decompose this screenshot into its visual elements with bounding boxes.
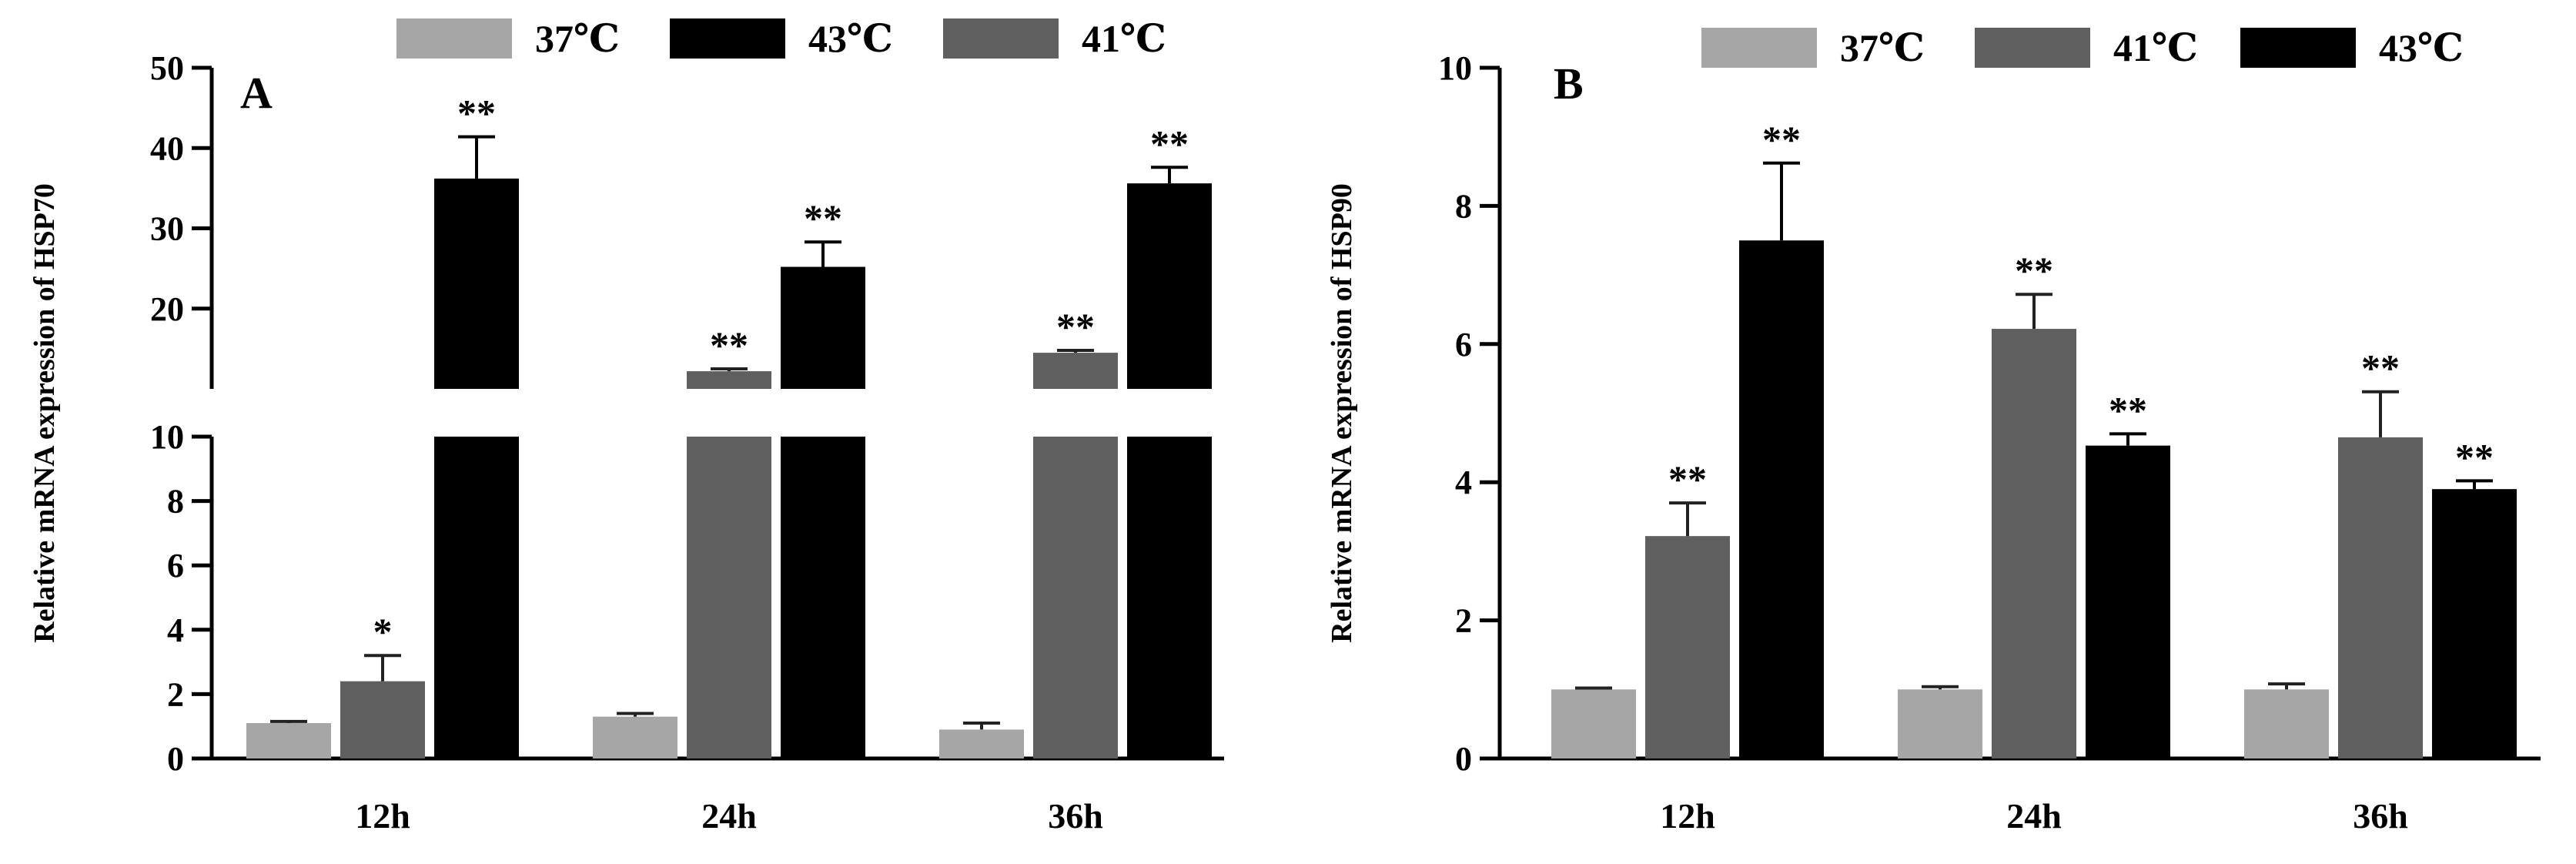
legend-swatch-41c [1975, 28, 2090, 68]
bar-41c-24h-upper [687, 371, 771, 389]
y-tick-label: 6 [1455, 326, 1472, 363]
bar-37c-36h [939, 729, 1024, 759]
legend-label-41c: 41℃ [2113, 26, 2198, 69]
y-tick-label: 10 [1438, 49, 1472, 87]
bar-37c-24h [593, 716, 677, 759]
significance-label-43c-12h: ** [1762, 118, 1801, 161]
y-tick-label: 30 [150, 210, 184, 248]
significance-label-43c-12h: ** [457, 92, 496, 135]
significance-label-41c-12h: * [373, 610, 393, 653]
legend-swatch-41c [943, 18, 1059, 59]
x-tick-label: 36h [2353, 796, 2408, 836]
bar-41c-36h-upper [1033, 353, 1118, 389]
bar-41c-36h-lower [1033, 437, 1118, 759]
y-axis-title: Relative mRNA expression of HSP70 [28, 183, 61, 643]
legend-label-41c: 41℃ [1082, 17, 1166, 60]
legend-label-43c: 43℃ [2379, 26, 2464, 69]
significance-label-41c-12h: ** [1668, 457, 1707, 501]
bar-43c-24h [2086, 445, 2170, 759]
significance-label-41c-36h: ** [2361, 347, 2400, 390]
significance-label-41c-24h: ** [2015, 249, 2053, 292]
bar-43c-12h-upper [434, 178, 519, 390]
y-tick-label: 40 [150, 129, 184, 167]
bar-43c-12h-lower [434, 437, 519, 759]
panel-b-hsp90-chart: 0 2 4 6 8 10 Relative mRNA expression of HSP90… [1326, 26, 2541, 836]
bar-37c-12h [246, 723, 331, 759]
bar-37c-24h [1898, 689, 1982, 759]
bar-43c-24h-upper [781, 266, 865, 389]
y-tick-label: 0 [167, 740, 184, 778]
significance-label-43c-24h: ** [2109, 388, 2147, 431]
y-tick-label: 8 [167, 483, 184, 521]
significance-label-41c-24h: ** [710, 323, 748, 367]
legend-swatch-37c [396, 18, 512, 59]
panel-letter: A [240, 68, 273, 118]
legend-label-37c: 37℃ [535, 17, 620, 60]
y-tick-label: 20 [150, 290, 184, 328]
x-tick-label: 12h [1660, 796, 1715, 836]
y-tick-label: 6 [167, 547, 184, 584]
panel-letter: B [1554, 59, 1584, 109]
legend-label-37c: 37℃ [1840, 26, 1925, 69]
bar-43c-12h [1739, 240, 1824, 759]
y-tick-label: 2 [167, 675, 184, 713]
x-tick-label: 36h [1048, 796, 1103, 836]
significance-label-43c-36h: ** [2455, 435, 2494, 478]
bar-41c-12h [340, 681, 425, 759]
bar-41c-24h-lower [687, 437, 771, 759]
significance-label-43c-24h: ** [804, 196, 842, 239]
x-tick-label: 24h [2006, 796, 2062, 836]
bar-37c-12h [1551, 689, 1636, 759]
bar-43c-24h-lower [781, 437, 865, 759]
legend-swatch-43c [2240, 28, 2356, 68]
x-tick-label: 24h [701, 796, 757, 836]
y-tick-label: 0 [1455, 740, 1472, 778]
y-tick-label: 50 [150, 49, 184, 87]
y-tick-label: 10 [150, 418, 184, 456]
y-tick-label: 2 [1455, 602, 1472, 640]
significance-label-43c-36h: ** [1150, 122, 1189, 165]
y-tick-label: 8 [1455, 187, 1472, 225]
bar-41c-12h [1645, 536, 1730, 759]
x-tick-label: 12h [355, 796, 410, 836]
bar-43c-36h-lower [1127, 437, 1212, 759]
legend-label-43c: 43℃ [808, 17, 893, 60]
bar-43c-36h [2432, 489, 2517, 759]
y-tick-label: 4 [1455, 464, 1472, 501]
significance-label-41c-36h: ** [1056, 305, 1095, 348]
legend-swatch-37c [1701, 28, 1817, 68]
y-axis-title: Relative mRNA expression of HSP90 [1326, 183, 1358, 643]
bar-41c-24h [1992, 329, 2076, 759]
bar-41c-36h [2338, 437, 2423, 759]
y-tick-label: 10 [150, 418, 184, 456]
bar-37c-36h [2244, 689, 2329, 759]
bar-43c-36h-upper [1127, 183, 1212, 389]
y-tick-label: 4 [167, 611, 184, 649]
legend-swatch-43c [670, 18, 785, 59]
